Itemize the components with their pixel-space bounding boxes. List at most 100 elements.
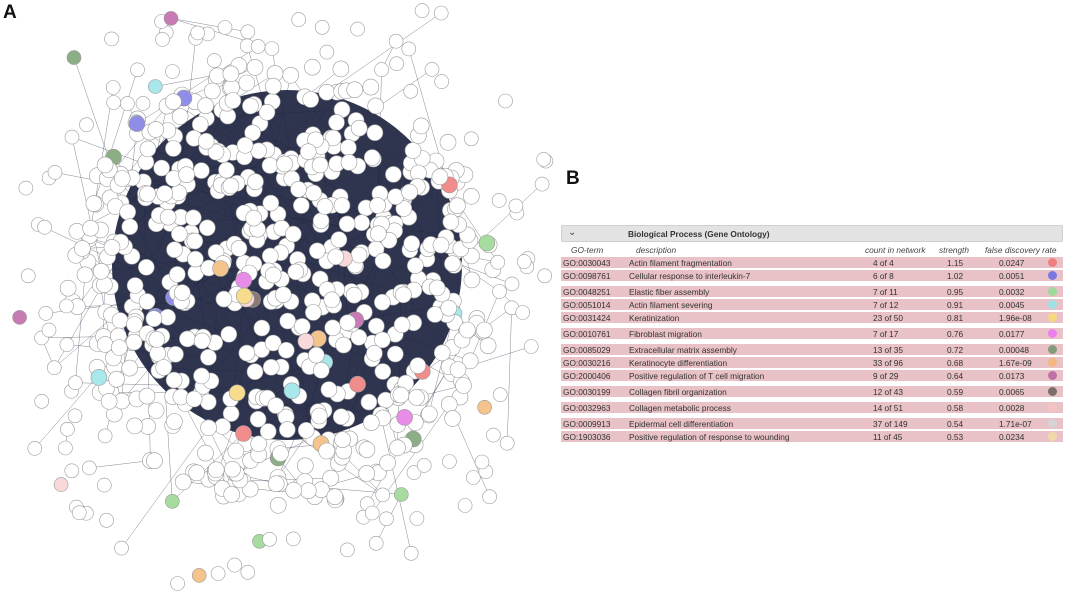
network-node: [428, 279, 446, 297]
network-node: [291, 12, 307, 27]
count-cell: 7 of 11: [873, 287, 898, 297]
network-node: [178, 166, 195, 183]
table-row[interactable]: GO:0085029 Extracellular matrix assembly 1…: [561, 344, 1063, 355]
network-node: [267, 397, 285, 414]
network-node: [165, 493, 180, 509]
table-row[interactable]: GO:0032963 Collagen metabolic process 14 o…: [561, 402, 1063, 413]
network-node: [284, 225, 302, 243]
go-term-cell: GO:1903036: [563, 432, 611, 442]
network-node: [416, 458, 432, 473]
fdr-cell: 0.0065: [999, 387, 1025, 397]
table-row[interactable]: GO:0098761 Cellular response to interleuk…: [561, 270, 1063, 281]
network-node: [440, 396, 458, 413]
column-header-fdr[interactable]: false discovery rate: [985, 245, 1057, 255]
network-node: [386, 345, 404, 363]
network-node: [82, 460, 97, 476]
network-node: [121, 359, 138, 377]
table-row[interactable]: GO:0009913 Epidermal cell differentiation…: [561, 418, 1063, 429]
network-node: [366, 124, 384, 141]
strength-cell: 0.54: [947, 419, 964, 429]
network-edge: [326, 12, 442, 93]
table-row[interactable]: GO:0030199 Collagen fibril organization 12…: [561, 386, 1063, 397]
table-row[interactable]: GO:2000406 Positive regulation of T cell …: [561, 370, 1063, 381]
network-node: [199, 219, 216, 237]
network-node: [358, 465, 376, 482]
network-node: [90, 369, 108, 386]
network-node: [193, 367, 210, 385]
network-node: [362, 78, 380, 96]
network-node: [426, 306, 444, 323]
network-node: [439, 134, 457, 151]
network-node: [392, 386, 410, 404]
network-node: [340, 154, 358, 171]
network-node: [37, 219, 52, 235]
network-node: [373, 293, 391, 311]
network-node: [490, 254, 506, 270]
description-cell: Fibroblast migration: [629, 329, 702, 339]
count-cell: 7 of 17: [873, 329, 899, 339]
chevron-down-icon[interactable]: ⌄: [568, 227, 577, 238]
strength-cell: 0.72: [947, 345, 964, 355]
color-legend-dot: [1048, 345, 1057, 354]
fdr-cell: 1.71e-07: [999, 419, 1032, 429]
network-node: [12, 310, 27, 325]
count-cell: 33 of 96: [873, 358, 903, 368]
table-row[interactable]: GO:0048251 Elastic fiber assembly 7 of 11 0…: [561, 286, 1063, 297]
table-row[interactable]: GO:1903036 Positive regulation of respons…: [561, 431, 1063, 442]
count-cell: 14 of 51: [873, 403, 903, 413]
table-row[interactable]: GO:0051014 Actin filament severing 7 of 12…: [561, 299, 1063, 310]
go-term-cell: GO:0048251: [563, 287, 611, 297]
network-node: [379, 454, 396, 472]
network-node: [406, 465, 422, 480]
strength-cell: 1.02: [947, 271, 964, 281]
fdr-cell: 0.0032: [999, 287, 1025, 297]
network-node: [193, 162, 210, 179]
network-node: [312, 361, 330, 379]
table-row[interactable]: GO:0010761 Fibroblast migration 7 of 17 0.7…: [561, 328, 1063, 339]
go-term-cell: GO:0098761: [563, 271, 611, 281]
network-node: [38, 306, 54, 321]
column-header-description[interactable]: description: [636, 245, 677, 255]
network-node: [350, 328, 368, 346]
network-node: [409, 511, 425, 526]
network-node: [249, 410, 267, 428]
network-node: [332, 408, 350, 426]
fdr-cell: 0.0028: [999, 403, 1025, 413]
description-cell: Keratinocyte differentiation: [629, 358, 728, 368]
network-node: [323, 291, 341, 309]
network-edge: [89, 460, 151, 469]
network-node: [461, 352, 479, 370]
network-node: [197, 444, 214, 462]
network-node: [290, 181, 307, 198]
network-node: [224, 92, 242, 109]
table-row[interactable]: GO:0030216 Keratinocyte differentiation 33…: [561, 357, 1063, 368]
column-header-count[interactable]: count in network: [865, 245, 926, 255]
network-node: [319, 44, 335, 60]
network-node: [148, 331, 166, 348]
description-cell: Cellular response to interleukin-7: [629, 271, 751, 281]
table-row[interactable]: GO:0031424 Keratinization 23 of 50 0.81 1.96…: [561, 312, 1063, 323]
description-cell: Elastic fiber assembly: [629, 287, 710, 297]
table-header-bar[interactable]: ⌄ Biological Process (Gene Ontology): [561, 225, 1063, 242]
network-node: [100, 392, 118, 410]
column-header-strength[interactable]: strength: [939, 245, 969, 255]
network-node: [463, 271, 481, 289]
fdr-cell: 0.0177: [999, 329, 1025, 339]
table-row[interactable]: GO:0030043 Actin filament fragmentation 4 …: [561, 257, 1063, 268]
network-node: [130, 62, 145, 78]
network-node: [444, 410, 461, 427]
description-cell: Extracellular matrix assembly: [629, 345, 737, 355]
column-header-term[interactable]: GO-term: [571, 245, 604, 255]
network-node: [318, 84, 336, 101]
network-node: [148, 79, 163, 94]
description-cell: Collagen fibril organization: [629, 387, 727, 397]
network-node: [85, 195, 103, 212]
network-node: [220, 325, 238, 343]
network-node: [171, 108, 189, 125]
network-node: [244, 124, 261, 142]
go-term-cell: GO:0085029: [563, 345, 611, 355]
network-node: [235, 287, 253, 305]
color-legend-dot: [1048, 419, 1057, 428]
network-node: [262, 194, 280, 212]
network-node: [287, 263, 305, 281]
